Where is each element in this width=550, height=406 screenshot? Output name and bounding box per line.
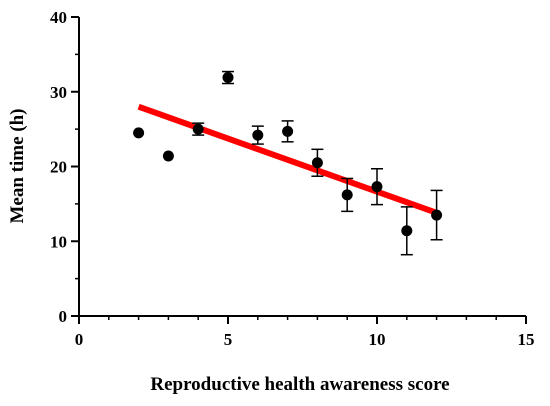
y-tick-label: 30 (50, 83, 67, 102)
axes: 0 10 20 30 40 0 5 10 15 (50, 8, 535, 349)
axis-labels-layer: Mean time (h) Reproductive health awaren… (7, 108, 450, 395)
regression-layer (137, 103, 438, 216)
data-point (401, 225, 413, 237)
data-point (431, 209, 443, 221)
regression-line (137, 103, 438, 216)
y-tick-label: 0 (59, 307, 68, 326)
x-tick-label: 0 (75, 330, 84, 349)
y-tick-label: 20 (50, 158, 67, 177)
x-tick-label: 15 (518, 330, 535, 349)
x-axis-title: Reproductive health awareness score (150, 374, 449, 395)
data-point (222, 72, 234, 84)
data-point (192, 123, 204, 135)
data-point (341, 189, 353, 201)
data-point (133, 127, 145, 139)
x-tick-label: 10 (369, 330, 386, 349)
y-tick-label: 10 (50, 232, 67, 251)
data-point (282, 125, 294, 137)
y-axis-title: Mean time (h) (7, 108, 28, 223)
data-point (252, 129, 264, 141)
data-point (311, 157, 323, 169)
data-point (371, 181, 383, 193)
y-tick-label: 40 (50, 8, 67, 27)
x-tick-label: 5 (224, 330, 233, 349)
data-point (162, 150, 174, 162)
data-points-layer (133, 70, 443, 256)
